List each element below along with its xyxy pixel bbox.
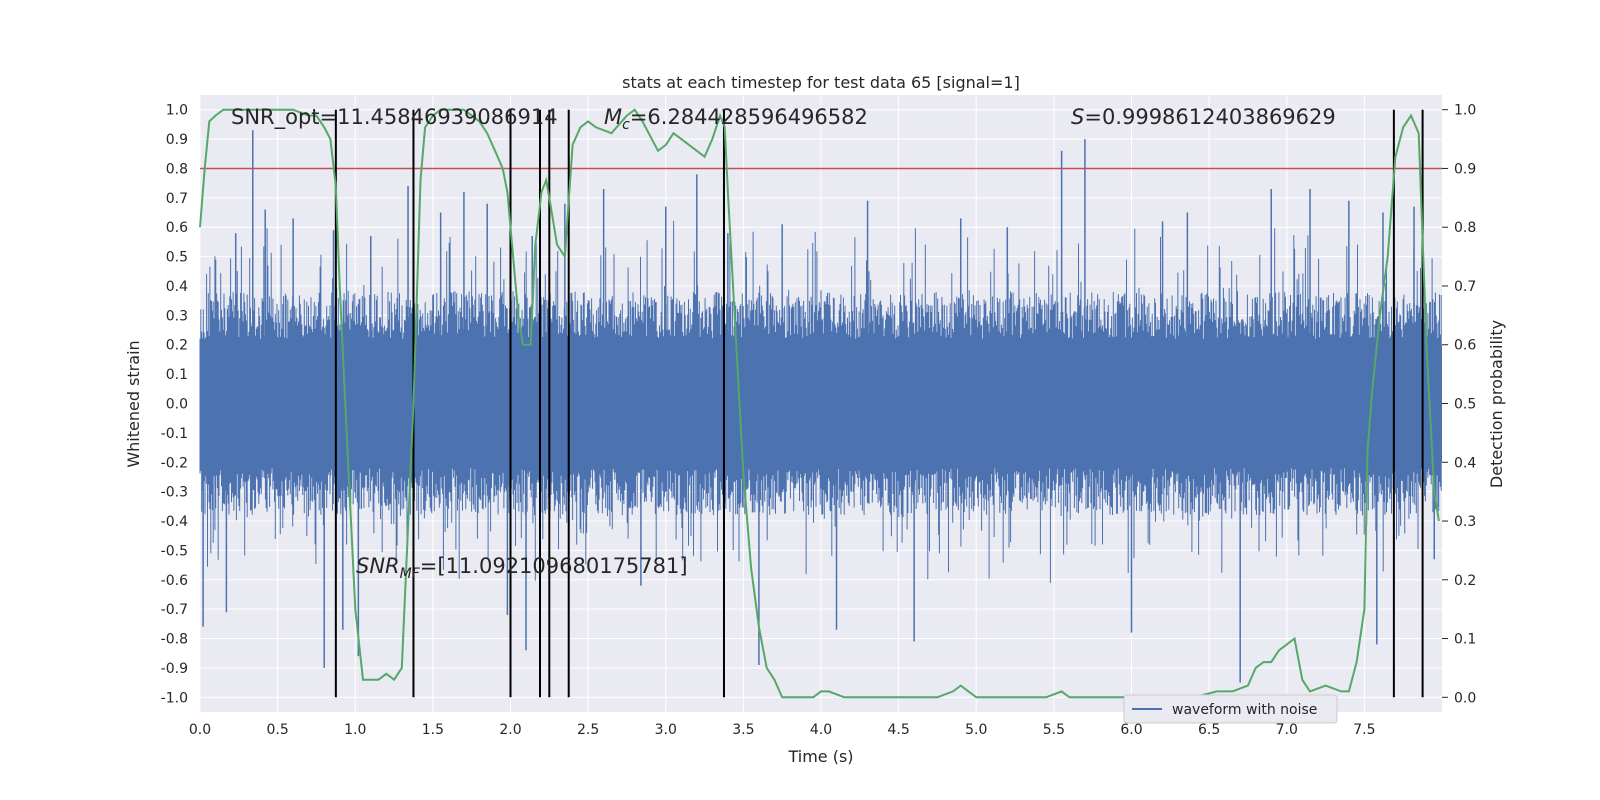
x-tick-label: 4.5 (887, 722, 909, 738)
legend-box (1123, 694, 1338, 724)
y-tick-label: 0.9 (166, 132, 188, 148)
waveform-core (200, 344, 1442, 463)
annotation-s: S=0.9998612403869629 (1071, 105, 1336, 129)
y-tick-label: 0.5 (166, 250, 188, 266)
x-tick-label: 2.5 (577, 722, 599, 738)
y-tick-label: 0.1 (166, 367, 188, 383)
x-tick-label: 3.0 (655, 722, 677, 738)
x-tick-label: 7.5 (1353, 722, 1375, 738)
y-tick-label: -0.1 (161, 426, 188, 442)
y2-tick-label: 1.0 (1454, 103, 1476, 119)
y-tick-label: -0.9 (161, 661, 188, 677)
y-tick-label: 0.8 (166, 161, 188, 177)
x-tick-label: 3.5 (732, 722, 754, 738)
legend: waveform with noise (1123, 694, 1338, 724)
y2-tick-label: 0.5 (1454, 397, 1476, 413)
annotation-snr-mf: SNRMF=[11.092109680175781] (356, 554, 688, 582)
y2-tick-label: 0.3 (1454, 514, 1476, 530)
x-tick-label: 6.5 (1198, 722, 1220, 738)
y-tick-label: 1.0 (166, 103, 188, 119)
x-tick-label: 5.0 (965, 722, 987, 738)
x-ticks: 0.0 0.5 1.0 1.5 2.0 2.5 3.0 3.5 4.0 4.5 5.0 5.5 6.0 6… (189, 722, 1376, 738)
y-tick-label: -0.8 (161, 632, 188, 648)
y-ticks: 1.0 0.9 0.8 0.7 0.6 0.5 0.4 0.3 0.2 0.1 0.0 -0.1 -0.… (161, 103, 188, 707)
y2-tick-label: 0.6 (1454, 338, 1476, 354)
y2-tick-label: 0.0 (1454, 690, 1476, 706)
y2-tick-label: 0.9 (1454, 161, 1476, 177)
x-tick-label: 7.0 (1276, 722, 1298, 738)
x-tick-label: 5.5 (1043, 722, 1065, 738)
y-tick-label: -1.0 (161, 690, 188, 706)
annotation-mc-value: =6.284428596496582 (630, 105, 868, 129)
y2-tick-label: 0.8 (1454, 220, 1476, 236)
y2-tick-label: 0.7 (1454, 279, 1476, 295)
y2-ticks: 1.0 0.9 0.8 0.7 0.6 0.5 0.4 0.3 0.2 0.1 0.0 (1442, 103, 1476, 706)
waveform-series (199, 130, 1442, 683)
x-tick-label: 6.0 (1120, 722, 1142, 738)
x-axis-label: Time (s) (787, 747, 853, 766)
y-tick-label: 0.4 (166, 279, 188, 295)
y-tick-label: -0.3 (161, 485, 188, 501)
y-tick-label: 0.7 (166, 191, 188, 207)
x-tick-label: 1.5 (422, 722, 444, 738)
y-tick-label: -0.7 (161, 602, 188, 618)
x-tick-label: 0.5 (266, 722, 288, 738)
chart-title: stats at each timestep for test data 65 … (622, 73, 1020, 92)
x-tick-label: 0.0 (189, 722, 211, 738)
y-tick-label: 0.0 (166, 397, 188, 413)
x-tick-label: 2.0 (499, 722, 521, 738)
y-tick-label: 0.6 (166, 220, 188, 236)
y-axis-label: Whitened strain (124, 340, 143, 467)
y2-tick-label: 0.2 (1454, 573, 1476, 589)
annotation-s-value: =0.9998612403869629 (1084, 105, 1335, 129)
y2-axis-label: Detection probability (1487, 320, 1506, 488)
detection-probability-line (199, 108, 1440, 699)
y-tick-label: 0.3 (166, 308, 188, 324)
y-tick-label: -0.6 (161, 573, 188, 589)
y2-tick-label: 0.4 (1454, 455, 1476, 471)
y2-tick-label: 0.1 (1454, 632, 1476, 648)
y-tick-label: -0.4 (161, 514, 188, 530)
annotation-snr-mf-value: =[11.092109680175781] (420, 554, 688, 578)
x-tick-label: 1.0 (344, 722, 366, 738)
y-tick-label: -0.5 (161, 543, 188, 559)
legend-label: waveform with noise (1172, 702, 1317, 718)
x-tick-label: 4.0 (810, 722, 832, 738)
y-tick-label: 0.2 (166, 338, 188, 354)
annotation-mc: Mc=6.284428596496582 (604, 105, 868, 133)
annotation-snr-opt: SNR_opt=11.45846939086914 (231, 105, 558, 130)
y-tick-label: -0.2 (161, 455, 188, 471)
